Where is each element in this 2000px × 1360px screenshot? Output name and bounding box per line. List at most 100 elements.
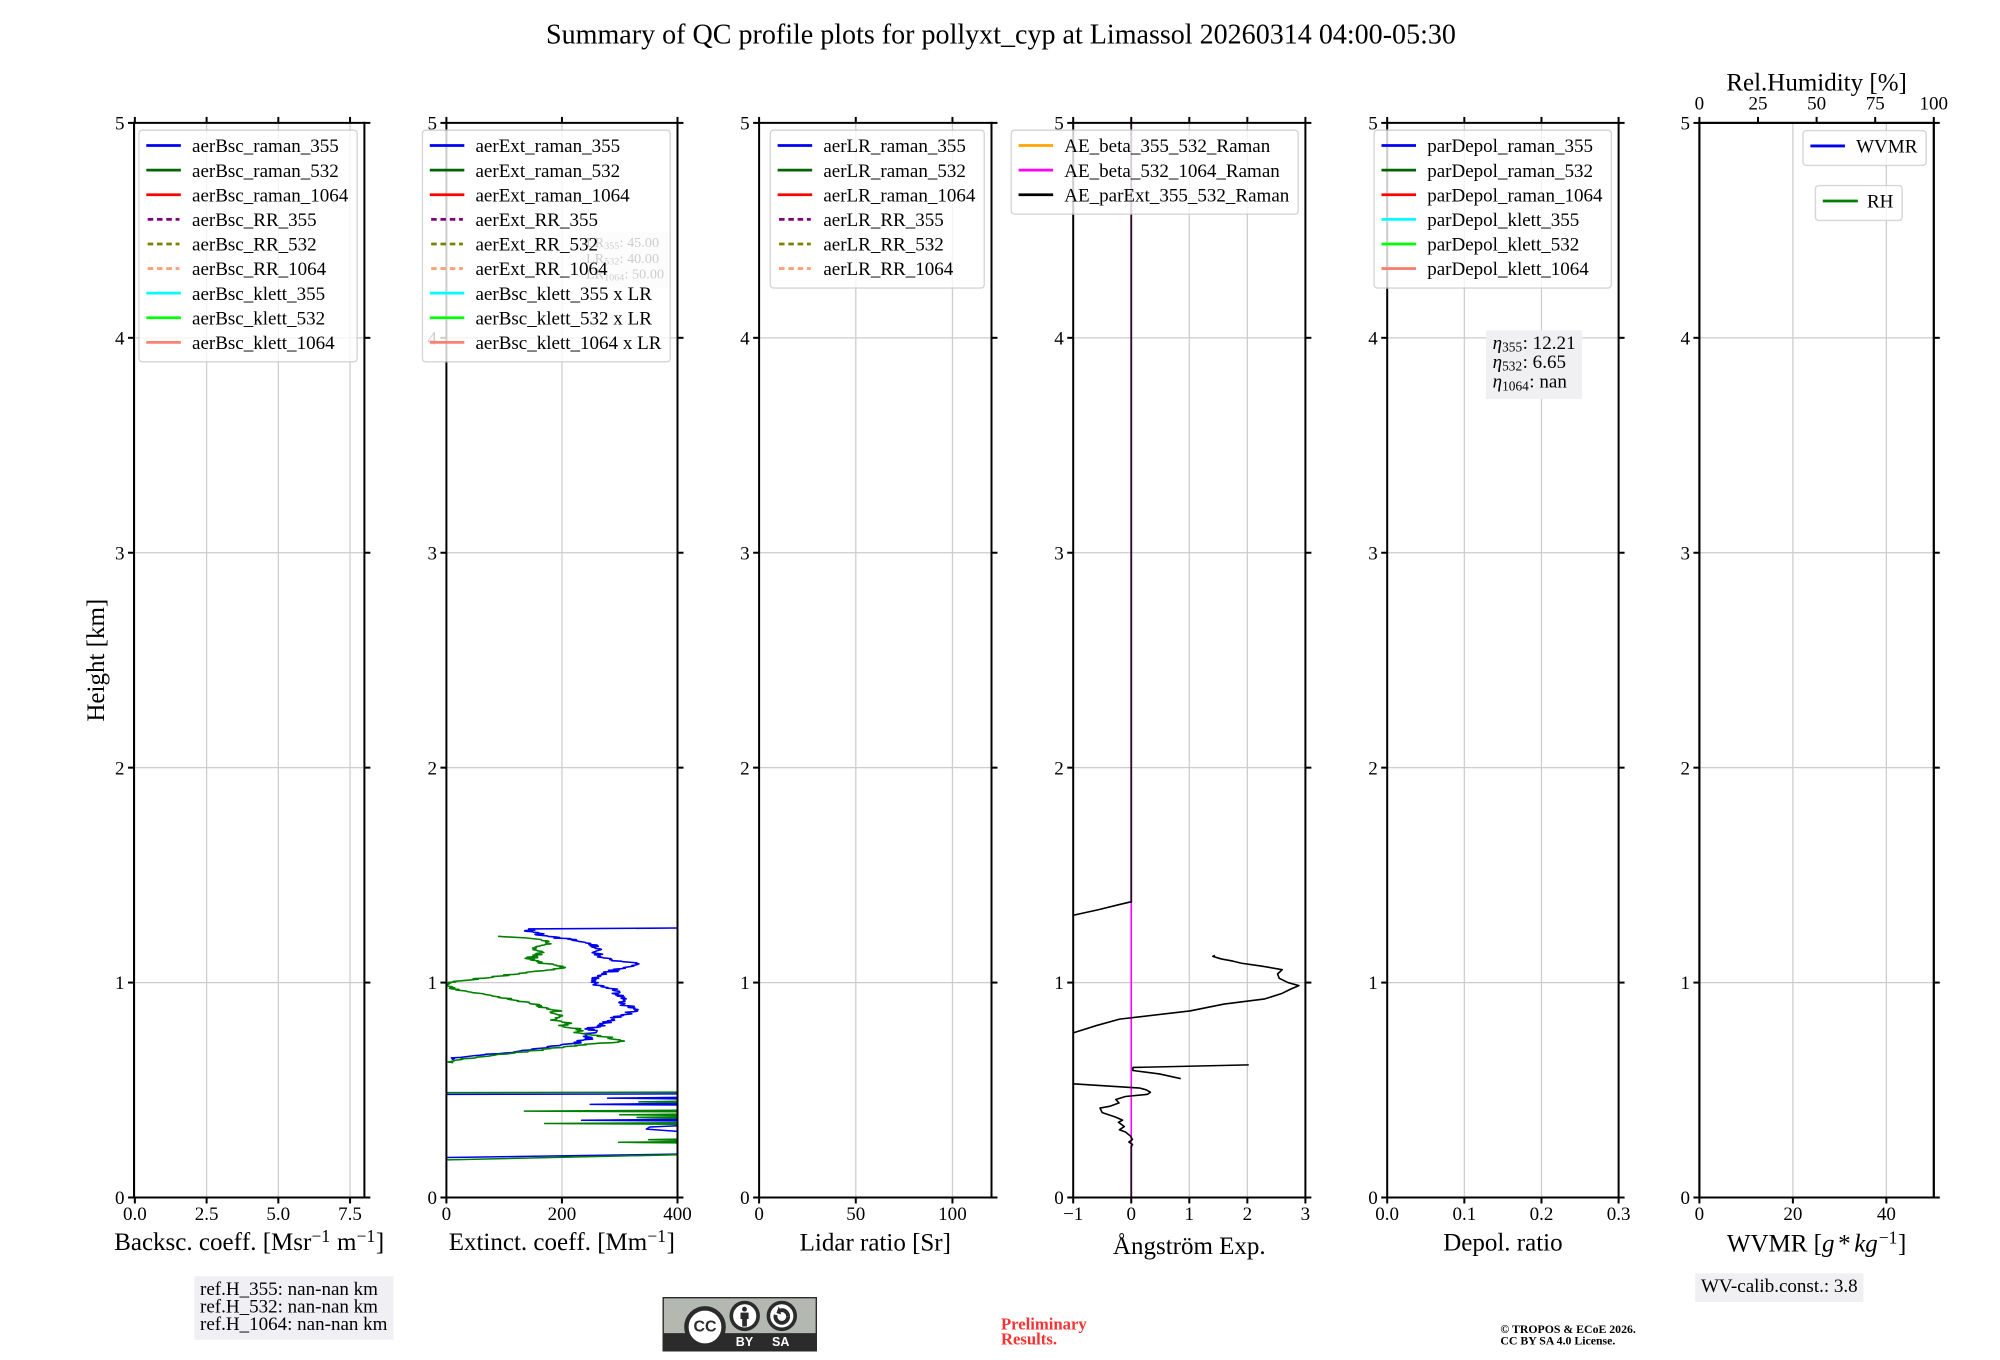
- svg-text:parDepol_raman_1064: parDepol_raman_1064: [1427, 185, 1603, 206]
- svg-text:CC: CC: [693, 1318, 717, 1335]
- svg-text:Lidar ratio [Sr]: Lidar ratio [Sr]: [800, 1230, 951, 1257]
- svg-text:aerBsc_RR_532: aerBsc_RR_532: [192, 235, 317, 256]
- svg-text:parDepol_raman_355: parDepol_raman_355: [1427, 136, 1593, 157]
- svg-text:2: 2: [1368, 758, 1378, 779]
- svg-text:Depol. ratio: Depol. ratio: [1443, 1230, 1562, 1257]
- svg-text:5: 5: [740, 114, 750, 135]
- svg-text:SA: SA: [772, 1335, 789, 1349]
- svg-text:5: 5: [427, 114, 437, 135]
- svg-text:5: 5: [115, 114, 125, 135]
- svg-text:AE_beta_355_532_Raman: AE_beta_355_532_Raman: [1064, 136, 1270, 157]
- svg-text:75: 75: [1866, 93, 1885, 114]
- svg-text:aerBsc_klett_355 x LR: aerBsc_klett_355 x LR: [475, 284, 652, 305]
- svg-text:0: 0: [427, 1188, 437, 1209]
- svg-text:5: 5: [1054, 114, 1064, 135]
- svg-text:0: 0: [754, 1204, 764, 1225]
- svg-text:100: 100: [1920, 93, 1949, 114]
- svg-text:0.0: 0.0: [123, 1204, 147, 1225]
- svg-text:aerLR_raman_532: aerLR_raman_532: [823, 161, 966, 182]
- svg-text:5: 5: [1368, 114, 1378, 135]
- svg-text:aerExt_raman_355: aerExt_raman_355: [475, 136, 620, 157]
- svg-text:2: 2: [1243, 1204, 1253, 1225]
- svg-text:AE_parExt_355_532_Raman: AE_parExt_355_532_Raman: [1064, 185, 1289, 206]
- svg-text:0: 0: [115, 1188, 125, 1209]
- svg-text:2: 2: [740, 758, 750, 779]
- svg-text:RH: RH: [1867, 192, 1894, 213]
- svg-text:4: 4: [115, 328, 125, 349]
- svg-text:0: 0: [1695, 93, 1705, 114]
- svg-text:η 5 3 2: η 5 3 2 : 6 . 6 5: [1493, 348, 1566, 376]
- svg-text:AE_beta_532_1064_Raman: AE_beta_532_1064_Raman: [1064, 161, 1280, 182]
- svg-text:WVMR: WVMR: [1856, 137, 1918, 158]
- svg-text:3: 3: [1301, 1204, 1311, 1225]
- svg-text:400: 400: [663, 1204, 692, 1225]
- svg-text:CC BY SA 4.0 License.: CC BY SA 4.0 License.: [1500, 1333, 1615, 1347]
- svg-text:Ångström Exp.: Ångström Exp.: [1113, 1233, 1266, 1260]
- svg-text:4: 4: [1054, 328, 1064, 349]
- svg-text:3: 3: [1054, 543, 1064, 564]
- svg-text:3: 3: [115, 543, 125, 564]
- svg-text:2: 2: [427, 758, 437, 779]
- svg-text:parDepol_klett_532: parDepol_klett_532: [1427, 235, 1579, 256]
- svg-text:5.0: 5.0: [266, 1204, 290, 1225]
- svg-text:Rel.Humidity [%]: Rel.Humidity [%]: [1726, 70, 1907, 97]
- svg-text:1: 1: [1680, 973, 1690, 994]
- svg-text:W V M R: W V M R [ * ] g k g − 1: [1727, 1224, 1912, 1258]
- svg-text:ref.H_355: nan-nan km: ref.H_355: nan-nan km: [200, 1279, 378, 1300]
- svg-text:3: 3: [1368, 543, 1378, 564]
- svg-text:aerBsc_klett_532 x LR: aerBsc_klett_532 x LR: [475, 308, 652, 329]
- svg-text:Results.: Results.: [1001, 1330, 1057, 1349]
- svg-text:0: 0: [1680, 1188, 1690, 1209]
- svg-text:BY: BY: [736, 1335, 754, 1349]
- svg-text:parDepol_klett_355: parDepol_klett_355: [1427, 210, 1579, 231]
- svg-text:aerBsc_RR_1064: aerBsc_RR_1064: [192, 259, 327, 280]
- svg-text:5: 5: [1680, 114, 1690, 135]
- svg-text:parDepol_klett_1064: parDepol_klett_1064: [1427, 259, 1589, 280]
- svg-text:aerLR_raman_1064: aerLR_raman_1064: [823, 185, 976, 206]
- svg-text:ref.H_1064: nan-nan km: ref.H_1064: nan-nan km: [200, 1314, 388, 1335]
- svg-text:aerExt_RR_532: aerExt_RR_532: [475, 235, 598, 256]
- svg-text:0: 0: [1695, 1204, 1705, 1225]
- svg-text:4: 4: [1368, 328, 1378, 349]
- svg-text:aerBsc_raman_355: aerBsc_raman_355: [192, 136, 339, 157]
- svg-text:20: 20: [1783, 1204, 1802, 1225]
- svg-text:aerBsc_klett_1064 x LR: aerBsc_klett_1064 x LR: [475, 333, 661, 354]
- svg-text:1: 1: [115, 973, 125, 994]
- svg-text:aerBsc_raman_1064: aerBsc_raman_1064: [192, 185, 349, 206]
- svg-text:0: 0: [1126, 1204, 1136, 1225]
- svg-text:WV-calib.const.: 3.8: WV-calib.const.: 3.8: [1701, 1276, 1858, 1297]
- svg-text:2.5: 2.5: [195, 1204, 219, 1225]
- svg-text:© TROPOS & ECoE 2026.: © TROPOS & ECoE 2026.: [1500, 1322, 1635, 1336]
- svg-text:η 3 5 5: η 3 5 5 : 1 2 . 2 1: [1493, 329, 1576, 357]
- svg-text:aerExt_RR_1064: aerExt_RR_1064: [475, 259, 608, 280]
- svg-text:3: 3: [740, 543, 750, 564]
- svg-text:aerExt_RR_355: aerExt_RR_355: [475, 210, 598, 231]
- svg-text:40: 40: [1877, 1204, 1896, 1225]
- svg-text:3: 3: [1680, 543, 1690, 564]
- svg-text:3: 3: [427, 543, 437, 564]
- svg-text:0.3: 0.3: [1607, 1204, 1631, 1225]
- svg-text:0.0: 0.0: [1375, 1204, 1399, 1225]
- svg-text:1: 1: [1185, 1204, 1195, 1225]
- svg-text:200: 200: [548, 1204, 577, 1225]
- svg-text:aerLR_RR_1064: aerLR_RR_1064: [823, 259, 953, 280]
- svg-text:0: 0: [1368, 1188, 1378, 1209]
- svg-text:aerExt_raman_532: aerExt_raman_532: [475, 161, 620, 182]
- svg-text:1: 1: [740, 973, 750, 994]
- svg-text:aerBsc_RR_355: aerBsc_RR_355: [192, 210, 317, 231]
- svg-text:aerLR_RR_532: aerLR_RR_532: [823, 235, 943, 256]
- svg-text:100: 100: [938, 1204, 967, 1225]
- svg-text:0.1: 0.1: [1452, 1204, 1476, 1225]
- svg-text:0: 0: [442, 1204, 452, 1225]
- svg-text:aerLR_RR_355: aerLR_RR_355: [823, 210, 943, 231]
- svg-text:aerBsc_klett_532: aerBsc_klett_532: [192, 308, 325, 329]
- svg-text:aerBsc_klett_355: aerBsc_klett_355: [192, 284, 325, 305]
- svg-text:4: 4: [740, 328, 750, 349]
- svg-text:aerBsc_raman_532: aerBsc_raman_532: [192, 161, 339, 182]
- svg-text:aerBsc_klett_1064: aerBsc_klett_1064: [192, 333, 335, 354]
- svg-text:1: 1: [1054, 973, 1064, 994]
- svg-text:Height [km]: Height [km]: [83, 599, 110, 722]
- svg-text:0.2: 0.2: [1530, 1204, 1554, 1225]
- svg-text:B a c k: B a c k s c . c o e f f . [ M s r m ] −: [114, 1222, 390, 1256]
- svg-text:1: 1: [1368, 973, 1378, 994]
